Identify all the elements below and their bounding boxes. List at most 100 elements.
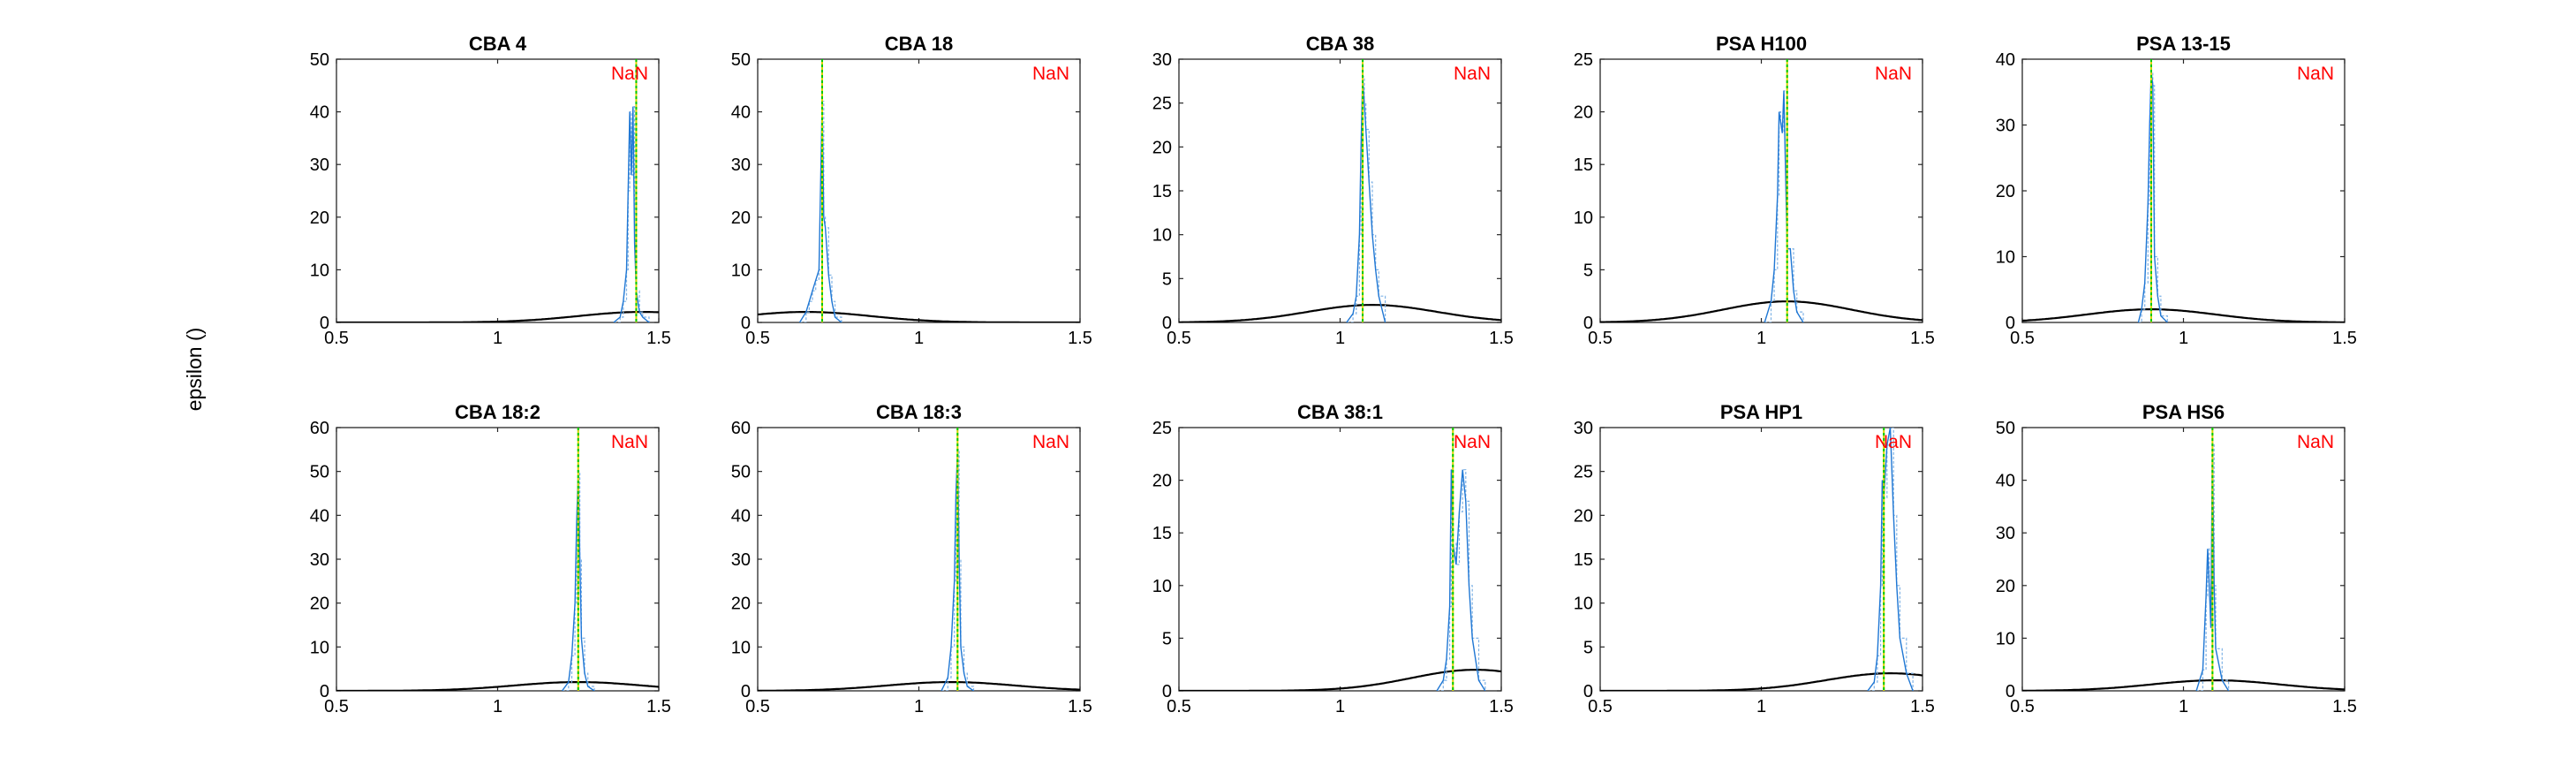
y-tick-label: 40 [1996,50,2015,70]
y-tick-label: 20 [1574,506,1593,526]
x-tick-label: 0.5 [745,697,770,716]
y-tick-label: 50 [731,50,751,70]
subplot-psa-13-15: PSA 13-15 0.5 1 1.5 0 10 20 30 40 NaN [1996,33,2357,348]
x-tick-label: 0.5 [1588,329,1613,348]
prior-curve [2022,308,2345,322]
subplot-cba-38: CBA 38 0.5 1 1.5 0 5 10 15 20 25 30 NaN [1152,33,1514,348]
y-tick-label: 5 [1583,261,1593,280]
prior-curve [2022,679,2345,691]
y-tick-label: 50 [1996,419,2015,438]
y-tick-label: 10 [1152,226,1172,246]
plot-area [336,428,659,691]
x-tick-label: 1.5 [1068,329,1092,348]
y-tick-label: 40 [731,506,751,526]
y-tick-label: 30 [1152,50,1172,70]
y-tick-label: 20 [1152,472,1172,491]
subplot-cba-18-2: CBA 18:2 0.5 1 1.5 0 10 20 30 40 50 60 NaN [310,401,671,716]
y-tick-label: 30 [1996,524,2015,543]
histogram-outline-light [1437,469,1486,691]
x-tick-label: 1 [914,697,924,716]
y-tick-label: 20 [310,595,329,614]
y-tick-label: 20 [731,208,751,228]
y-tick-label: 30 [310,550,329,570]
plot-area [336,59,659,322]
subplot-title: CBA 18:2 [455,401,540,423]
x-tick-label: 1 [1756,697,1766,716]
prior-curve [1179,669,1501,691]
y-tick-label: 40 [731,103,751,123]
y-tick-label: 25 [1574,50,1593,70]
axes-box [757,427,1081,692]
y-tick-label: 20 [310,208,329,228]
subplot-psa-hs6: PSA HS6 0.5 1 1.5 0 10 20 30 40 50 NaN [1996,401,2357,716]
subplot-cba-4: CBA 4 0.5 1 1.5 0 10 20 30 40 50 NaN [310,33,671,348]
posterior-histogram [1436,469,1486,691]
y-tick-label: 10 [731,261,751,280]
histogram-outline-light [1346,76,1386,322]
x-tick-label: 0.5 [2010,697,2035,716]
subplot-title: CBA 4 [469,33,527,55]
prior-curve [336,681,659,691]
plot-area [1600,59,1923,322]
y-tick-label: 0 [741,682,751,701]
y-tick-label: 40 [310,103,329,123]
x-tick-label: 1 [1335,697,1345,716]
y-tick-label: 0 [741,314,751,333]
y-tick-label: 0 [1583,682,1593,701]
y-tick-label: 40 [310,506,329,526]
subplot-title: CBA 38 [1306,33,1374,55]
y-tick-label: 25 [1152,95,1172,114]
axes-box [1599,58,1923,323]
y-tick-label: 10 [1996,248,2015,268]
posterior-histogram [1764,90,1804,322]
y-tick-label: 60 [310,419,329,438]
prior-curve [1179,304,1501,322]
y-tick-label: 15 [1574,550,1593,570]
subplot-title: CBA 18:3 [876,401,962,423]
x-tick-label: 0.5 [2010,329,2035,348]
subplot-title: CBA 38:1 [1297,401,1383,423]
histogram-outline-light [613,106,650,322]
plot-area [758,428,1080,691]
y-tick-label: 0 [2006,314,2015,333]
x-tick-label: 1.5 [1489,329,1514,348]
plot-area [1179,59,1501,322]
y-tick-label: 30 [1574,419,1593,438]
axes-box [1178,58,1502,323]
x-tick-label: 0.5 [324,697,349,716]
nan-annotation: NaN [611,432,648,452]
y-tick-label: 60 [731,419,751,438]
x-tick-label: 0.5 [324,329,349,348]
y-tick-label: 20 [1574,103,1593,123]
posterior-histogram [1867,428,1914,691]
nan-annotation: NaN [1032,64,1069,84]
x-tick-label: 0.5 [1167,329,1191,348]
y-tick-label: 25 [1574,463,1593,482]
histogram-outline-light [1764,90,1804,322]
x-tick-label: 1 [493,329,502,348]
x-tick-label: 0.5 [745,329,770,348]
y-tick-label: 20 [1996,577,2015,596]
y-tick-label: 30 [731,550,751,570]
y-tick-label: 5 [1162,629,1172,648]
nan-annotation: NaN [1454,432,1491,452]
y-tick-label: 40 [1996,472,2015,491]
plot-area [2022,428,2345,691]
y-axis-label: epsilon () [183,328,206,412]
axes-box [2021,427,2346,692]
y-tick-label: 30 [1996,117,2015,136]
nan-annotation: NaN [2297,64,2334,84]
y-tick-label: 25 [1152,419,1172,438]
y-tick-label: 0 [320,682,329,701]
y-tick-label: 30 [731,155,751,175]
subplot-title: PSA HS6 [2142,401,2225,423]
x-tick-label: 1 [493,697,502,716]
plot-area [1179,428,1501,691]
prior-curve [1600,672,1923,691]
y-tick-label: 10 [1574,208,1593,228]
prior-curve [758,311,1080,322]
subplot-title: PSA 13-15 [2136,33,2231,55]
y-tick-label: 50 [310,50,329,70]
x-tick-label: 1.5 [1489,697,1514,716]
